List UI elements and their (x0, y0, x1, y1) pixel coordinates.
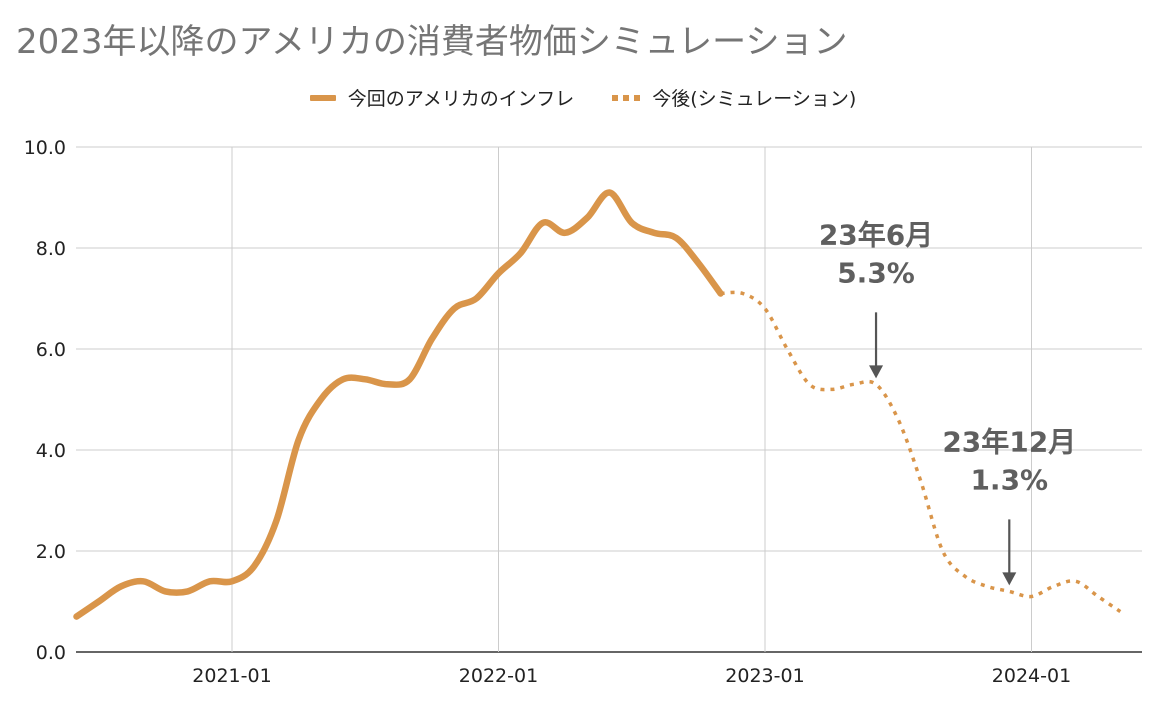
chart-title: 2023年以降のアメリカの消費者物価シミュレーション (16, 22, 848, 62)
y-tick-label: 8.0 (36, 238, 66, 260)
annotation-date-label: 23年6月 (819, 218, 933, 251)
y-tick-label: 0.0 (36, 642, 66, 664)
x-tick-label: 2022-01 (459, 665, 538, 687)
series-line-actual (73, 189, 724, 620)
y-tick-label: 2.0 (36, 541, 66, 563)
y-tick-label: 10.0 (24, 137, 66, 159)
legend: 今回のアメリカのインフレ 今後(シミュレーション) (0, 84, 1166, 111)
annotation-arrowhead (869, 365, 884, 379)
legend-swatch-simulation (612, 94, 641, 101)
legend-label-simulation: 今後(シミュレーション) (652, 88, 857, 110)
annotation-value-label: 5.3% (837, 256, 915, 289)
legend-label-actual: 今回のアメリカのインフレ (347, 88, 575, 110)
annotation-arrowhead (1002, 572, 1017, 586)
x-tick-label: 2024-01 (992, 665, 1071, 687)
legend-item-simulation[interactable]: 今後(シミュレーション) (612, 84, 856, 111)
y-tick-label: 6.0 (36, 339, 66, 361)
y-tick-label: 4.0 (36, 440, 66, 462)
legend-swatch-actual (309, 94, 336, 101)
annotation-date-label: 23年12月 (942, 425, 1076, 458)
x-tick-label: 2023-01 (725, 665, 804, 687)
series-line-simulation (720, 290, 1122, 614)
legend-item-actual[interactable]: 今回のアメリカのインフレ (309, 84, 575, 111)
annotation-value-label: 1.3% (970, 463, 1048, 496)
x-tick-label: 2021-01 (192, 665, 271, 687)
